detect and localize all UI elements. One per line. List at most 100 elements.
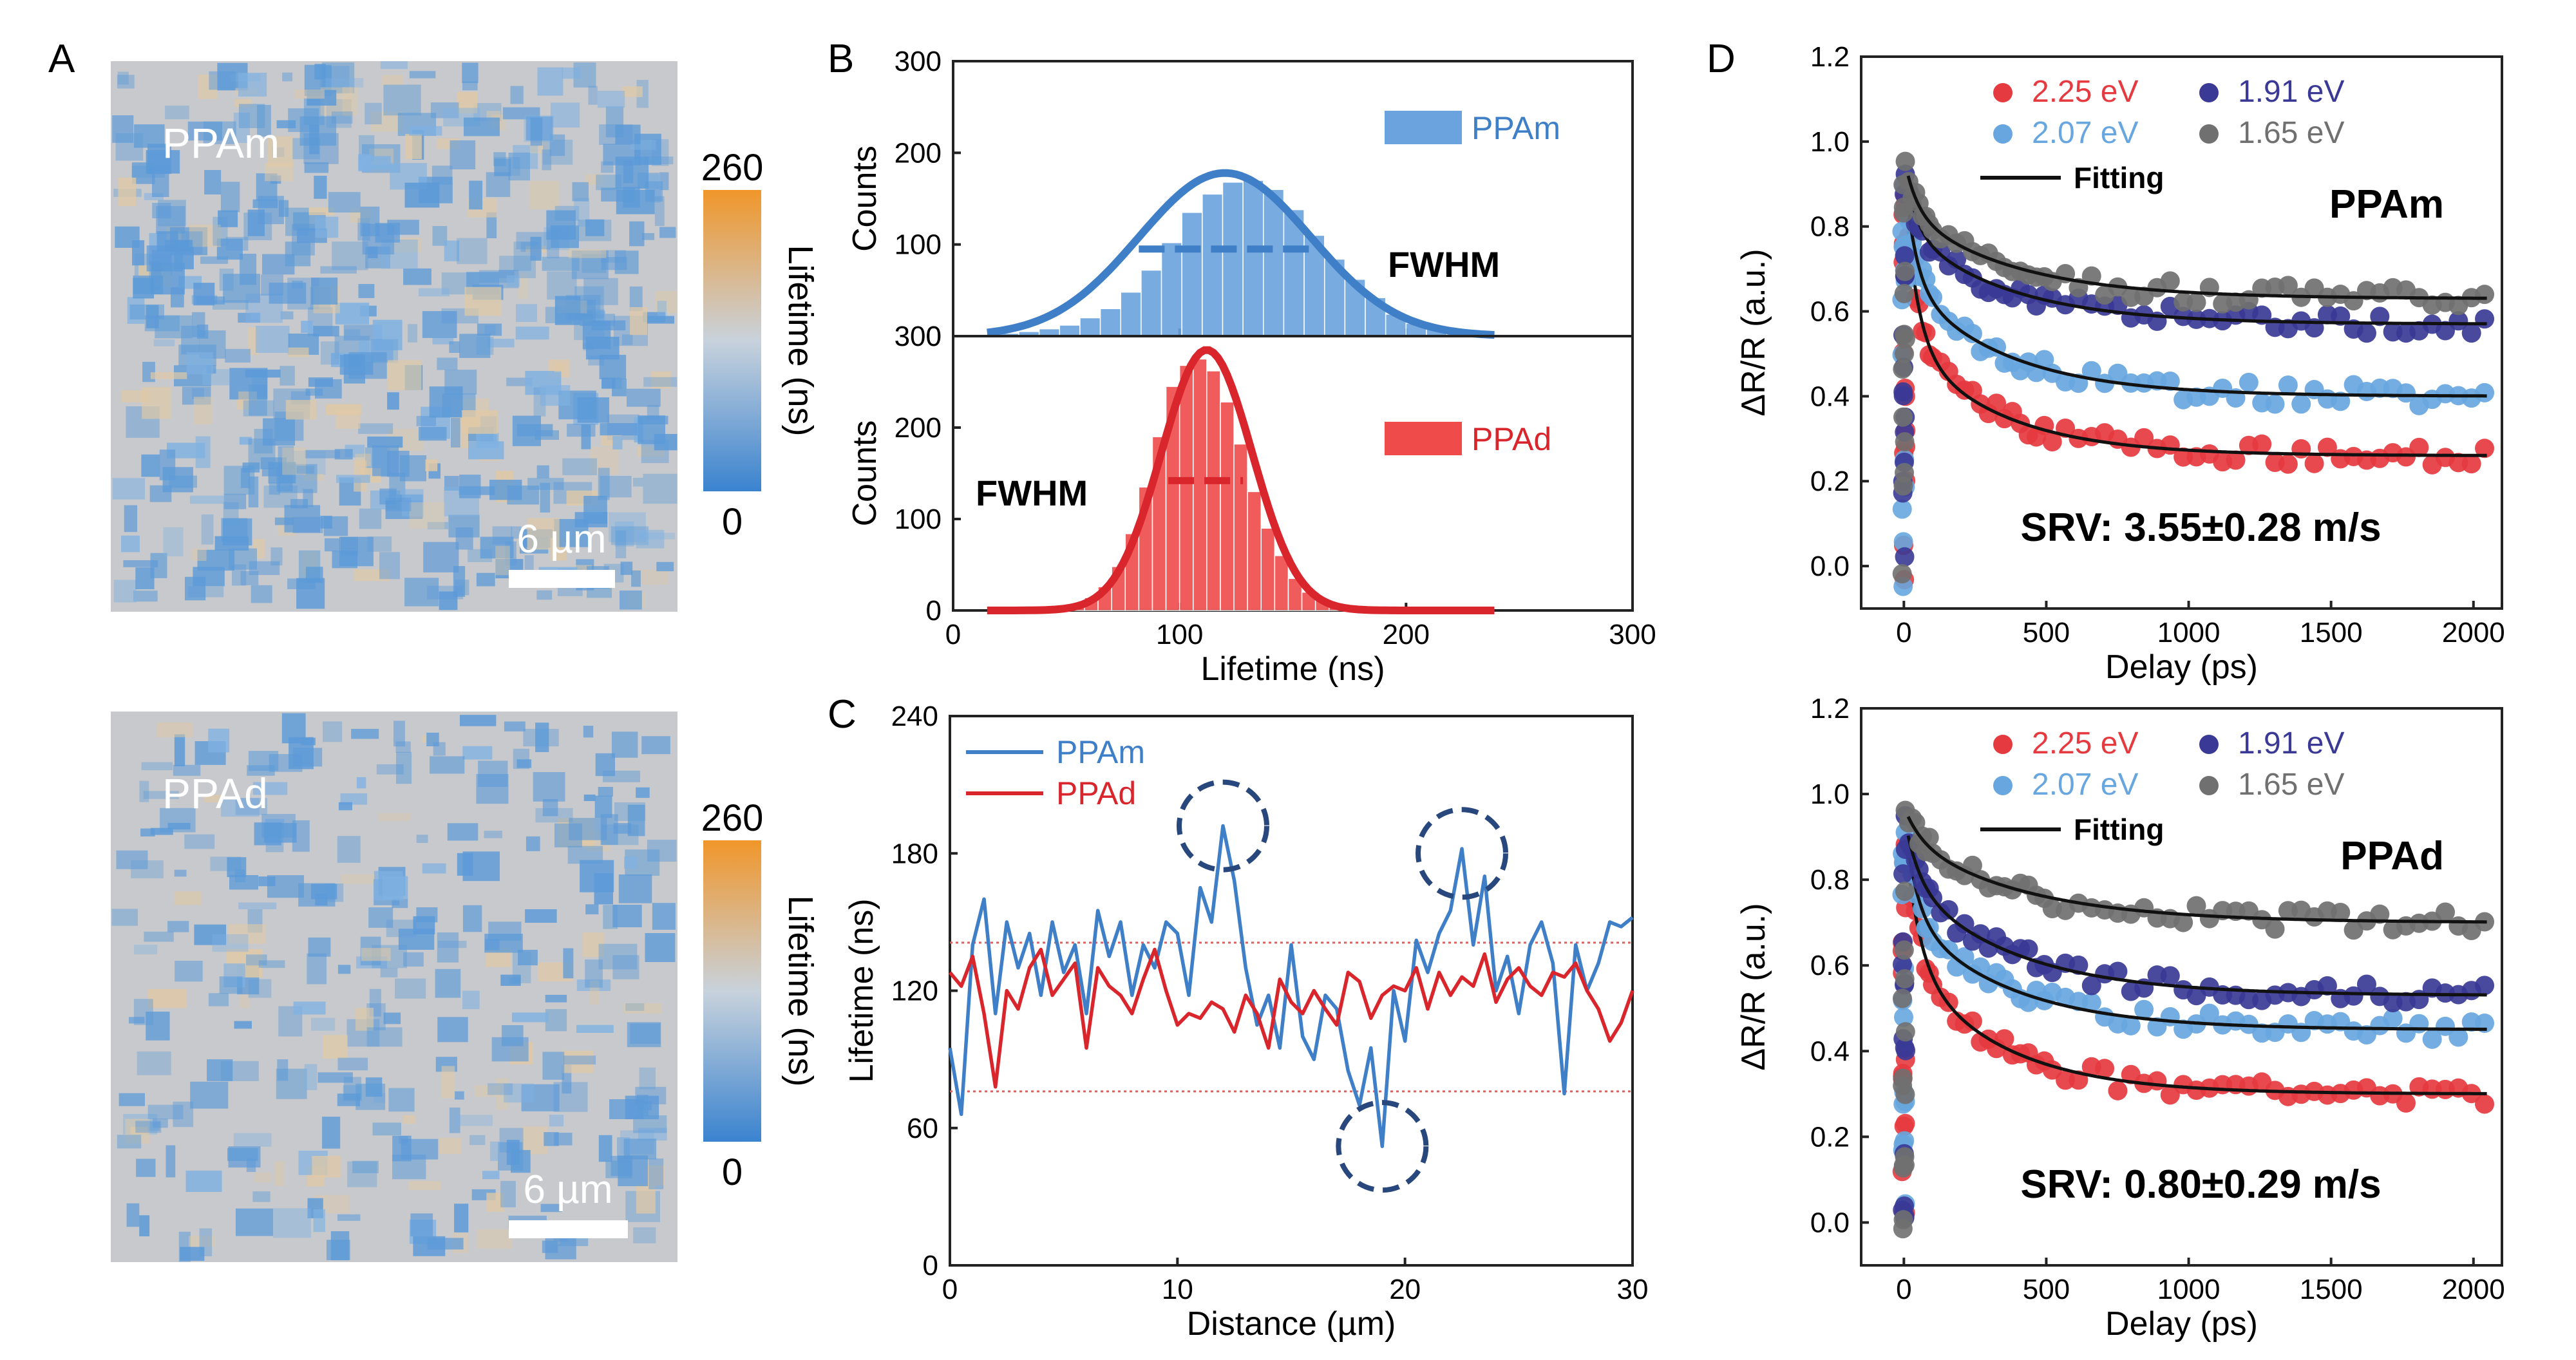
map-pixel: [457, 238, 488, 265]
x-tick-label: 1500: [2300, 617, 2363, 648]
y-tick-label: 0.8: [1810, 211, 1850, 243]
map-pixel: [142, 386, 171, 419]
map-pixel: [342, 87, 353, 117]
transient-reflectance-ppad: 0 500 1000 1500 2000 0.0 0.2 0.4 0.6 0.8 1.0 1.2 Del…: [1735, 693, 2505, 1343]
map-pixel: [118, 1093, 145, 1106]
map-pixel: [408, 1181, 441, 1190]
map-pixel: [615, 530, 627, 558]
data-point: [2199, 1003, 2219, 1023]
map-pixel: [383, 1012, 401, 1025]
x-axis-label: Delay (ps): [2105, 648, 2258, 686]
y-tick-label: 240: [891, 701, 938, 732]
data-point: [2475, 309, 2495, 329]
map-pixel: [307, 953, 327, 985]
map-pixel: [207, 1059, 233, 1081]
fit-line: [1906, 864, 2487, 1095]
data-point: [2317, 976, 2337, 996]
map-pixel: [148, 988, 187, 1008]
map-pixel: [416, 835, 428, 843]
map-pixel: [536, 590, 553, 600]
map-pixel: [378, 813, 411, 822]
map-pixel: [340, 793, 368, 805]
map-pixel: [403, 268, 431, 285]
map-pixel: [518, 273, 528, 299]
map-pixel: [652, 903, 676, 930]
map-pixel: [112, 478, 146, 500]
map-pixel: [337, 1093, 361, 1106]
map-pixel: [596, 175, 621, 191]
map-pixel: [576, 1025, 614, 1033]
map-pixel: [401, 489, 424, 517]
map-pixel: [247, 765, 275, 776]
map-pixel: [625, 1003, 645, 1011]
map-pixel: [267, 875, 304, 898]
map-pixel: [525, 909, 557, 923]
map-pixel: [601, 161, 614, 173]
map-pixel: [494, 158, 511, 176]
map-pixel: [186, 352, 213, 375]
map-pixel: [635, 1086, 667, 1104]
data-point: [1892, 954, 1912, 974]
map-pixel: [654, 196, 665, 226]
map-pixel: [264, 823, 297, 843]
map-pixel: [437, 1017, 468, 1043]
map-pixel: [422, 311, 457, 338]
map-pixel: [191, 548, 207, 561]
map-pixel: [150, 827, 173, 835]
map-pixel: [185, 576, 206, 601]
map-pixel: [504, 721, 526, 732]
map-pixel: [388, 1088, 415, 1112]
colorbar-max: 260: [701, 147, 764, 189]
map-pixel: [236, 1208, 273, 1236]
x-tick-label: 2000: [2442, 617, 2505, 648]
legend-swatch: [1385, 111, 1462, 144]
series-line-ppam: [948, 824, 1634, 1148]
highlight-circle: [1177, 779, 1269, 873]
plot-frame: [1860, 55, 2503, 610]
map-pixel: [522, 1126, 548, 1155]
map-pixel: [645, 156, 674, 165]
map-pixel: [477, 1229, 513, 1249]
data-point: [2081, 992, 2101, 1012]
map-pixel: [361, 948, 391, 961]
map-pixel: [511, 1012, 549, 1023]
x-tick-label: 0: [945, 619, 961, 650]
map-pixel: [352, 1160, 379, 1173]
map-pixel: [459, 475, 481, 498]
data-point: [2291, 394, 2311, 414]
y-tick-label: 0.6: [1810, 296, 1850, 328]
map-pixel: [137, 1051, 171, 1075]
map-pixel: [636, 787, 650, 798]
scalebar-label: 6 µm: [523, 1167, 612, 1212]
data-point: [1894, 283, 1914, 303]
chart-title: PPAd: [2340, 834, 2444, 878]
map-pixel: [623, 160, 634, 184]
map-pixel: [588, 86, 598, 105]
map-pixel: [190, 1081, 229, 1109]
map-pixel: [542, 1052, 565, 1080]
x-tick-label: 20: [1389, 1274, 1421, 1305]
map-pixel: [527, 518, 560, 550]
data-point: [1892, 564, 1912, 584]
histogram-bar: [1242, 180, 1264, 337]
map-pixel: [139, 780, 149, 802]
map-pixel: [655, 290, 677, 314]
map-pixel: [285, 400, 317, 420]
map-pixel: [238, 104, 265, 128]
map-pixel: [515, 326, 549, 340]
map-pixel: [504, 1083, 535, 1103]
data-point: [2396, 1093, 2416, 1113]
map-pixel: [419, 427, 447, 441]
data-point: [1962, 323, 1982, 343]
map-pixel: [250, 312, 261, 320]
map-pixel: [374, 871, 403, 901]
map-pixel: [567, 424, 596, 437]
data-point: [2134, 428, 2154, 448]
map-pixel: [507, 275, 520, 287]
map-pixel: [116, 850, 148, 869]
data-point: [1893, 864, 1913, 884]
map-pixel: [488, 1083, 513, 1095]
map-pixel: [629, 221, 645, 247]
map-pixel: [135, 567, 155, 590]
